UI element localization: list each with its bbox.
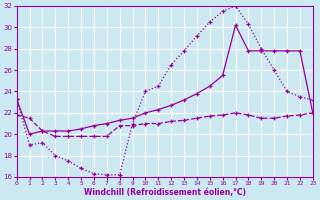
X-axis label: Windchill (Refroidissement éolien,°C): Windchill (Refroidissement éolien,°C): [84, 188, 246, 197]
